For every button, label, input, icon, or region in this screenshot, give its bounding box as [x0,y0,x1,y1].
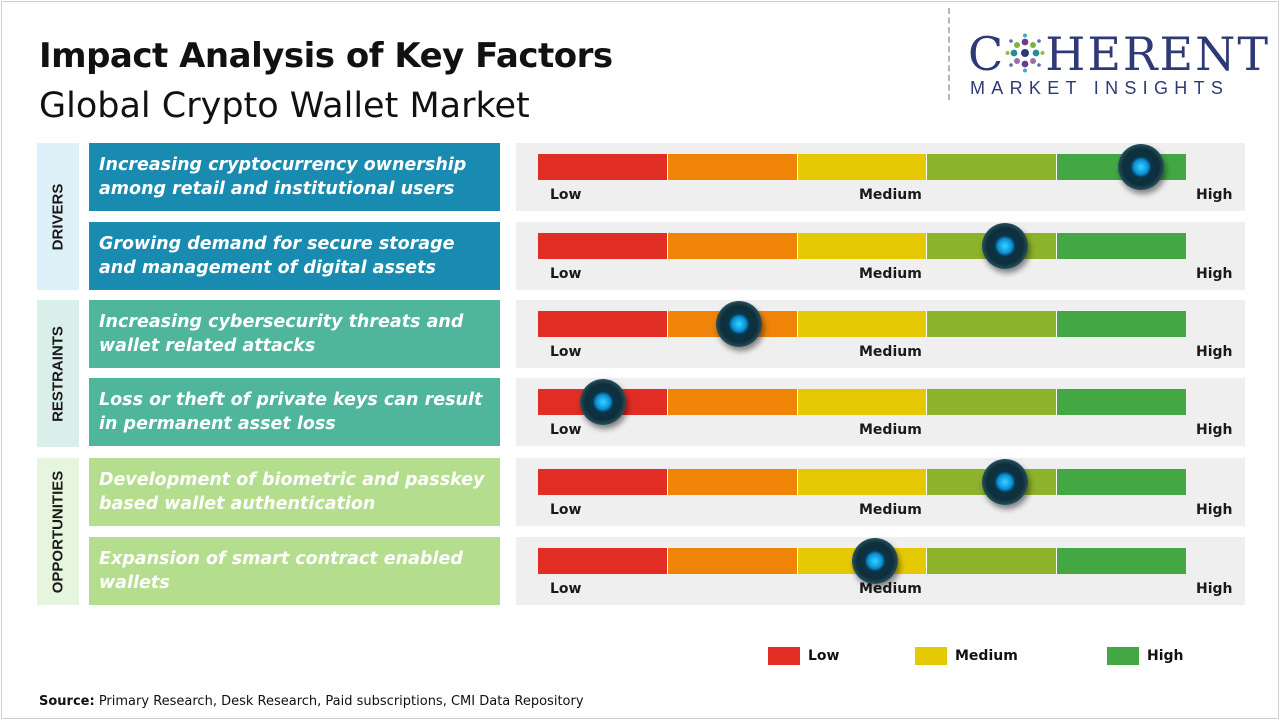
gauge-segment [538,469,668,495]
page-subtitle: Global Crypto Wallet Market [39,86,530,126]
gauge-label-high: High [1196,502,1233,518]
gauge-segment [538,548,668,574]
logo-wordmark: C HERENT [968,26,1270,82]
gauge-segment [797,154,928,180]
impact-marker [715,301,762,347]
gauge-segment [927,154,1058,180]
gauge-label-medium: Medium [859,266,922,282]
gauge-label-low: Low [550,266,582,282]
gauge-label-medium: Medium [859,187,922,203]
category-opportunities: OPPORTUNITIES [37,458,79,605]
impact-gauge: Low Medium High [516,222,1245,290]
gauge-segment [1057,233,1186,259]
impact-marker [851,538,898,584]
impact-gauge: Low Medium High [516,300,1245,368]
source-note: Source: Primary Research, Desk Research,… [39,694,584,709]
logo-dot-icon [1005,29,1045,73]
impact-marker [981,223,1028,269]
gauge-label-high: High [1196,581,1233,597]
category-restraints: RESTRAINTS [37,300,79,447]
factor-box: Increasing cybersecurity threats and wal… [89,300,500,368]
impact-gauge: Low Medium High [516,143,1245,211]
legend-low-label: Low [808,648,840,664]
factor-box: Growing demand for secure storage and ma… [89,222,500,290]
impact-gauge: Low Medium High [516,458,1245,526]
gauge-segment [538,154,668,180]
impact-marker [1117,144,1164,190]
logo-letters: HERENT [1045,27,1271,81]
legend-medium-label: Medium [955,648,1018,664]
gauge-label-medium: Medium [859,344,922,360]
legend-high-label: High [1147,648,1184,664]
gauge-label-low: Low [550,422,582,438]
impact-gauge: Low Medium High [516,378,1245,446]
impact-marker [579,379,626,425]
gauge-segment [667,469,798,495]
gauge-bar [538,548,1186,574]
gauge-bar [538,233,1186,259]
gauge-segment [667,154,798,180]
logo-letter-c: C [968,27,1006,81]
gauge-segment [1057,311,1186,337]
gauge-segment [667,233,798,259]
impact-gauge: Low Medium High [516,537,1245,605]
gauge-label-low: Low [550,344,582,360]
source-label: Source: [39,694,95,709]
factor-box: Expansion of smart contract enabled wall… [89,537,500,605]
legend-medium-swatch [915,647,947,665]
gauge-label-medium: Medium [859,502,922,518]
legend-low-swatch [768,647,800,665]
company-logo: C HERENT MARKET INSIGHTS [968,26,1268,106]
gauge-label-high: High [1196,422,1233,438]
gauge-label-high: High [1196,266,1233,282]
gauge-bar [538,311,1186,337]
gauge-segment [797,469,928,495]
category-label: RESTRAINTS [49,325,67,422]
gauge-label-high: High [1196,187,1233,203]
gauge-segment [927,548,1058,574]
gauge-bar [538,389,1186,415]
factor-box: Loss or theft of private keys can result… [89,378,500,446]
impact-marker [981,459,1028,505]
gauge-label-medium: Medium [859,422,922,438]
gauge-segment [1057,389,1186,415]
gauge-segment [927,389,1058,415]
gauge-segment [667,548,798,574]
gauge-segment [1057,469,1186,495]
gauge-label-low: Low [550,187,582,203]
gauge-segment [538,233,668,259]
gauge-label-low: Low [550,581,582,597]
gauge-segment [797,311,928,337]
gauge-label-medium: Medium [859,581,922,597]
logo-tagline: MARKET INSIGHTS [970,78,1230,98]
gauge-segment [538,311,668,337]
gauge-segment [797,233,928,259]
gauge-label-low: Low [550,502,582,518]
factor-box: Increasing cryptocurrency ownership amon… [89,143,500,211]
gauge-bar [538,154,1186,180]
category-label: DRIVERS [49,183,67,250]
legend-high-swatch [1107,647,1139,665]
gauge-segment [927,311,1058,337]
gauge-segment [797,389,928,415]
source-text: Primary Research, Desk Research, Paid su… [94,694,584,709]
gauge-segment [1057,548,1186,574]
gauge-label-high: High [1196,344,1233,360]
gauge-bar [538,469,1186,495]
gauge-segment [667,389,798,415]
category-drivers: DRIVERS [37,143,79,290]
factor-box: Development of biometric and passkey bas… [89,458,500,526]
category-label: OPPORTUNITIES [49,470,67,593]
page-title: Impact Analysis of Key Factors [39,36,613,76]
logo-divider [948,8,950,100]
